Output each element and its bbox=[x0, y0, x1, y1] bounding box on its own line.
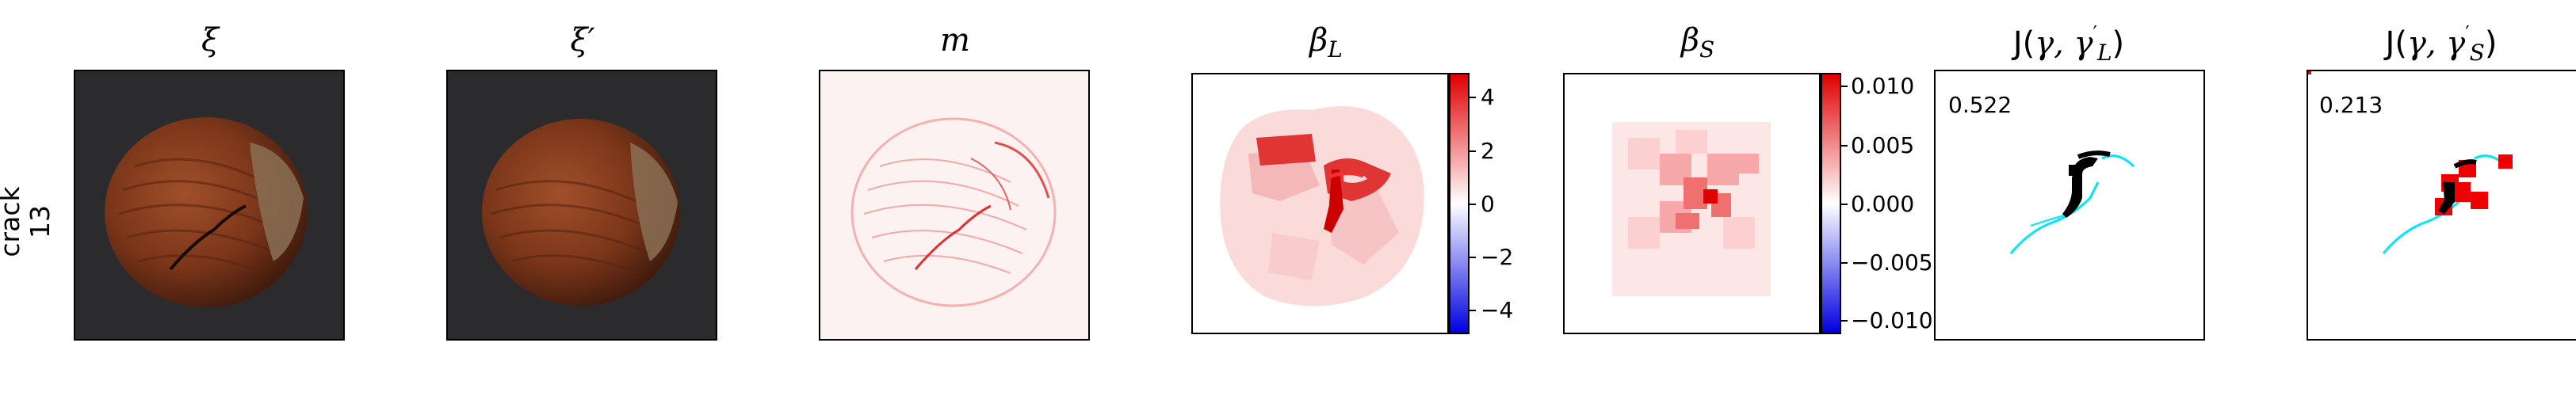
panel-xi-prime-image bbox=[446, 70, 717, 341]
score-j-l: 0.522 bbox=[1948, 92, 2012, 118]
title-beta-s: βS bbox=[1680, 22, 1715, 63]
cbar-l-tick-4: −4 bbox=[1481, 297, 1514, 323]
cbar-s-tick-2: 0.000 bbox=[1851, 191, 1915, 217]
title-m: m bbox=[940, 22, 970, 59]
cbar-l-tick-2: 0 bbox=[1481, 191, 1495, 217]
cbar-s-tick-1: 0.005 bbox=[1851, 132, 1915, 158]
panel-j-l-image bbox=[1934, 70, 2205, 341]
score-j-s: 0.213 bbox=[2319, 92, 2383, 118]
cbar-l-tick-3: −2 bbox=[1481, 244, 1514, 270]
row-label-line1: crack bbox=[0, 186, 25, 257]
cbar-s-tick-4: −0.010 bbox=[1851, 307, 1933, 333]
panel-beta-l-image bbox=[1191, 73, 1449, 334]
cbar-l-tick-1: 2 bbox=[1481, 138, 1495, 164]
row-label: crack 13 bbox=[0, 147, 59, 297]
title-xi-prime: ξ′ bbox=[570, 22, 595, 59]
title-j-l: J(γ, γ′L) bbox=[2012, 22, 2125, 66]
panel-xi-image bbox=[74, 70, 345, 341]
panel-m-image bbox=[819, 70, 1090, 341]
colorbar-beta-s bbox=[1821, 73, 1841, 334]
cbar-s-tick-3: −0.005 bbox=[1851, 249, 1933, 276]
colorbar-beta-l bbox=[1449, 73, 1470, 334]
title-xi: ξ bbox=[201, 22, 220, 59]
panel-j-s-image bbox=[2307, 70, 2576, 341]
row-label-line2: 13 bbox=[25, 205, 55, 238]
title-beta-l: βL bbox=[1309, 22, 1343, 63]
cbar-s-tick-0: 0.010 bbox=[1851, 73, 1915, 99]
title-j-s: J(γ, γ′S) bbox=[2385, 22, 2498, 66]
panel-beta-s-image bbox=[1563, 73, 1821, 334]
cbar-l-tick-0: 4 bbox=[1481, 84, 1495, 110]
